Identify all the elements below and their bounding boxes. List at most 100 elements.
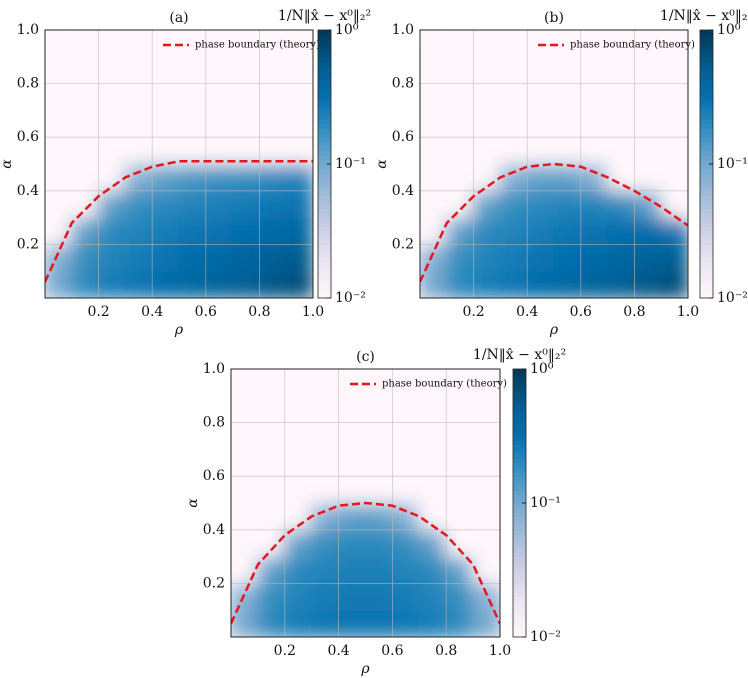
heat-cell [472, 448, 500, 478]
heat-cell [337, 369, 367, 397]
y-tick-label: 0.6 [203, 468, 225, 484]
heat-cell [151, 243, 180, 273]
heat-cell [337, 475, 367, 504]
legend-label: phase boundary (theory) [195, 40, 320, 51]
heat-cell [337, 394, 367, 424]
heat-cell [45, 109, 73, 139]
heat-cell [151, 109, 180, 139]
heat-cell [579, 243, 609, 273]
heat-cell [472, 163, 502, 192]
heat-cell [391, 448, 421, 478]
heat-cell [391, 582, 421, 612]
heat-cell [445, 421, 475, 451]
heat-cell [231, 369, 259, 397]
heat-cell [445, 216, 475, 246]
heat-cell [499, 189, 529, 219]
heat-cell [526, 189, 555, 219]
heat-cell [420, 189, 448, 219]
heat-cell [258, 189, 288, 219]
panel-title: (b) [544, 10, 564, 26]
heat-cell [283, 369, 313, 397]
heat-cell [178, 243, 207, 273]
heat-cell [204, 243, 234, 273]
heat-cell [606, 136, 636, 165]
y-axis-label: α [374, 159, 390, 169]
heat-cell [124, 109, 154, 139]
heatmap [231, 369, 500, 637]
y-tick-label: 0.8 [203, 415, 225, 431]
y-tick-label: 0.4 [17, 183, 39, 199]
heat-cell [660, 216, 688, 246]
heat-cell [633, 216, 663, 246]
heat-cell [418, 582, 448, 612]
panel: 0.2 0.4 0.6 0.8 1.0 0.2 0.4 0.6 0.8 1.0 phase boun… [0, 8, 371, 338]
heat-cell [472, 528, 500, 558]
heat-cell [364, 502, 394, 531]
heat-cell [231, 555, 259, 585]
heat-cell [660, 82, 688, 112]
heat-cell [337, 609, 367, 637]
heat-cell [418, 421, 448, 451]
y-tick-label: 0.2 [17, 236, 39, 252]
heat-cell [70, 82, 100, 112]
heat-cell [151, 189, 180, 219]
heat-cell [660, 270, 688, 298]
heat-cell [420, 136, 448, 165]
heat-cell [337, 502, 367, 531]
heat-cell [151, 136, 180, 165]
heat-cell [633, 270, 663, 298]
heat-cell [97, 136, 127, 165]
heat-cell [633, 30, 663, 58]
heat-cell [418, 475, 448, 504]
heat-cell [124, 82, 154, 112]
heat-cell [151, 30, 180, 58]
heat-cell [445, 30, 475, 58]
heat-cell [606, 163, 636, 192]
heat-cells [420, 30, 688, 298]
heat-cell [70, 243, 100, 273]
heat-cell [231, 582, 259, 612]
panel: 0.2 0.4 0.6 0.8 1.0 0.2 0.4 0.6 0.8 1.0 phase boun… [185, 347, 566, 677]
heat-cell [151, 270, 180, 298]
heat-cell [445, 163, 475, 192]
colorbar-tick-label: 10⁻¹ [530, 495, 561, 511]
heat-cell [45, 55, 73, 85]
heat-cell [633, 163, 663, 192]
heat-cell [553, 163, 582, 192]
heat-cell [231, 502, 259, 531]
heat-cell [178, 216, 207, 246]
heat-cell [391, 502, 421, 531]
heat-cell [420, 216, 448, 246]
heat-cell [391, 421, 421, 451]
heat-cell [178, 189, 207, 219]
heat-cell [310, 369, 340, 397]
y-tick-label: 1.0 [203, 361, 225, 377]
heat-cell [553, 55, 582, 85]
heat-cell [391, 555, 421, 585]
x-tick-label: 0.2 [87, 304, 109, 320]
heat-cell [472, 82, 502, 112]
heat-cell [472, 216, 502, 246]
heat-cell [124, 243, 154, 273]
heat-cell [606, 82, 636, 112]
boundary-line [45, 160, 313, 283]
heat-cell [231, 270, 261, 298]
heat-cell [606, 270, 636, 298]
heat-cell [526, 82, 555, 112]
heat-cell [364, 421, 394, 451]
heat-cell [364, 582, 394, 612]
x-tick-label: 0.6 [570, 304, 592, 320]
heat-cell [445, 502, 475, 531]
heat-cell [124, 270, 154, 298]
colorbar-tick-label: 10⁰ [335, 22, 359, 38]
heat-cell [418, 394, 448, 424]
heat-cell [445, 189, 475, 219]
heat-cell [124, 216, 154, 246]
heat-cell [151, 55, 180, 85]
x-tick-label: 0.6 [381, 643, 403, 659]
heat-cell [97, 216, 127, 246]
heat-cell [364, 394, 394, 424]
heat-cell [445, 394, 475, 424]
heat-cell [633, 55, 663, 85]
heat-cell [579, 55, 609, 85]
